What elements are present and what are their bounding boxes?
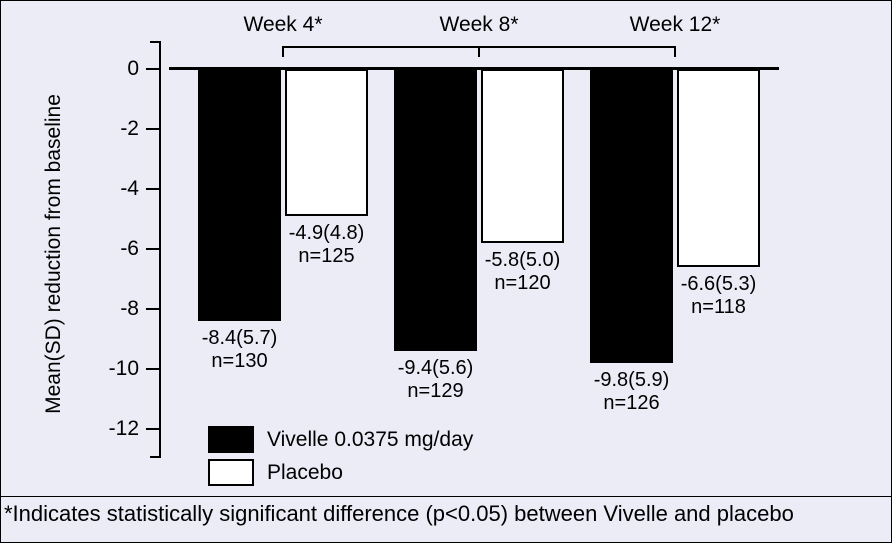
bar-n-label: n=118 xyxy=(691,296,746,318)
legend: Vivelle 0.0375 mg/day Placebo xyxy=(208,423,473,489)
y-tick xyxy=(146,428,160,430)
bar-label-placebo-week8: -5.8(5.0) n=120 xyxy=(448,249,598,295)
y-tick-label: -6 xyxy=(120,237,139,260)
legend-item-placebo: Placebo xyxy=(208,456,473,489)
bar-label-vivelle-week4: -8.4(5.7) n=130 xyxy=(165,327,315,373)
bar-vivelle-week12 xyxy=(590,69,673,363)
y-tick xyxy=(146,188,160,190)
bar-value-label: -5.8(5.0) xyxy=(484,249,561,271)
bar-n-label: n=125 xyxy=(298,245,355,267)
bar-placebo-week4 xyxy=(285,69,368,216)
bar-value-label: -9.4(5.6) xyxy=(397,357,474,379)
y-tick xyxy=(146,128,160,130)
week-label-week12: Week 12* xyxy=(629,13,721,36)
y-tick-label: -2 xyxy=(120,117,139,140)
y-tick-label: -10 xyxy=(108,357,139,380)
y-tick xyxy=(146,368,160,370)
bar-label-placebo-week4: -4.9(4.8) n=125 xyxy=(252,222,402,268)
bar-value-label: -4.9(4.8) xyxy=(288,222,365,244)
y-tick-label: -8 xyxy=(120,297,139,320)
bar-n-label: n=130 xyxy=(211,350,268,372)
y-tick-label: 0 xyxy=(127,57,139,80)
y-tick xyxy=(146,68,160,70)
placebo-legend-label: Placebo xyxy=(267,460,343,484)
y-tick-label: -12 xyxy=(108,417,139,440)
bar-value-label: -9.8(5.9) xyxy=(593,369,670,391)
y-axis-end-tick xyxy=(150,456,160,458)
bar-n-label: n=129 xyxy=(407,380,464,402)
bracket-tick xyxy=(478,46,480,57)
week-label-week4: Week 4* xyxy=(243,13,323,36)
bar-n-label: n=126 xyxy=(603,392,660,414)
bar-placebo-week12 xyxy=(677,69,760,267)
y-tick xyxy=(146,308,160,310)
zero-baseline xyxy=(169,67,779,70)
bar-label-vivelle-week8: -9.4(5.6) n=129 xyxy=(361,357,511,403)
bracket-tick xyxy=(282,46,284,57)
bar-label-placebo-week12: -6.6(5.3) n=118 xyxy=(644,273,794,319)
week-label-week8: Week 8* xyxy=(439,13,519,36)
bar-value-label: -6.6(5.3) xyxy=(680,273,757,295)
bar-vivelle-week8 xyxy=(394,69,477,351)
bar-value-label: -8.4(5.7) xyxy=(201,327,278,349)
placebo-swatch xyxy=(208,459,254,486)
bracket-tick xyxy=(674,46,676,57)
bar-n-label: n=120 xyxy=(494,272,551,294)
vivelle-legend-label: Vivelle 0.0375 mg/day xyxy=(267,427,474,451)
footnote: *Indicates statistically significant dif… xyxy=(1,496,891,542)
bar-vivelle-week4 xyxy=(198,69,281,321)
y-axis-end-tick xyxy=(150,41,160,43)
legend-item-vivelle: Vivelle 0.0375 mg/day xyxy=(208,423,473,456)
bar-placebo-week8 xyxy=(481,69,564,243)
y-tick xyxy=(146,248,160,250)
bar-label-vivelle-week12: -9.8(5.9) n=126 xyxy=(557,369,707,415)
vivelle-swatch xyxy=(208,426,254,453)
y-tick-label: -4 xyxy=(120,177,139,200)
y-axis-line xyxy=(159,41,161,458)
y-axis-title: Mean(SD) reduction from baseline xyxy=(42,94,65,414)
